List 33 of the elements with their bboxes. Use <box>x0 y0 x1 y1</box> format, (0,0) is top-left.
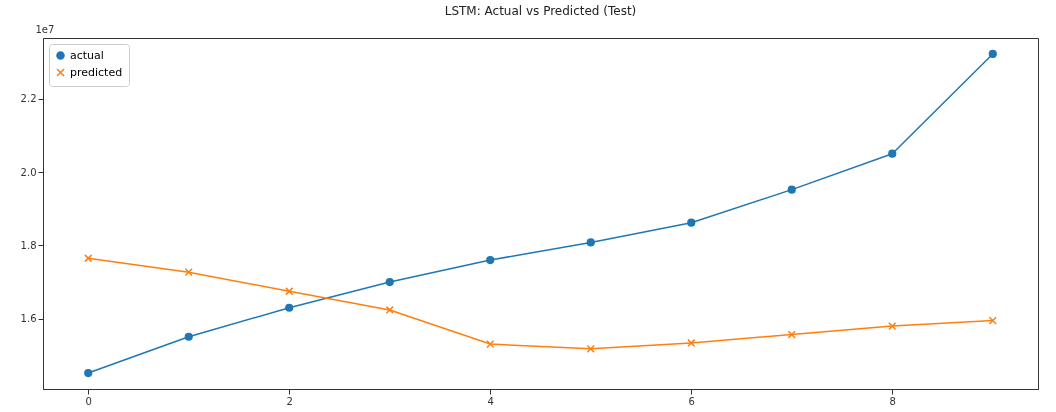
y-tick-label: 2.0 <box>20 166 37 178</box>
point <box>888 149 897 158</box>
point <box>486 339 495 349</box>
y-tick-label: 1.8 <box>20 239 37 251</box>
point <box>687 218 696 227</box>
point <box>84 254 93 263</box>
legend-label: predicted <box>70 65 123 79</box>
x-tick-label: 4 <box>487 395 494 407</box>
point <box>988 49 997 59</box>
x-tick-label: 2 <box>286 395 293 407</box>
x-tick-label: 0 <box>85 395 92 407</box>
text: 1e7 <box>35 23 55 35</box>
point <box>988 316 997 325</box>
point <box>486 255 495 265</box>
legend-label: actual <box>70 48 104 62</box>
point <box>787 185 796 194</box>
x-tick-label: 8 <box>889 395 896 407</box>
point <box>184 332 193 341</box>
y-tick-label: 1.6 <box>20 313 37 325</box>
point <box>586 344 595 353</box>
point <box>385 277 394 287</box>
point <box>888 321 897 331</box>
x-tick-label: 6 <box>688 395 695 407</box>
point <box>787 330 796 339</box>
point <box>385 305 394 315</box>
point <box>586 238 595 247</box>
point <box>687 338 696 348</box>
point <box>285 303 294 312</box>
point <box>184 268 193 277</box>
point <box>285 287 294 296</box>
chart-title: LSTM: Actual vs Predicted (Test) <box>444 4 637 18</box>
y-tick-label: 2.2 <box>20 93 37 105</box>
point <box>84 368 93 378</box>
